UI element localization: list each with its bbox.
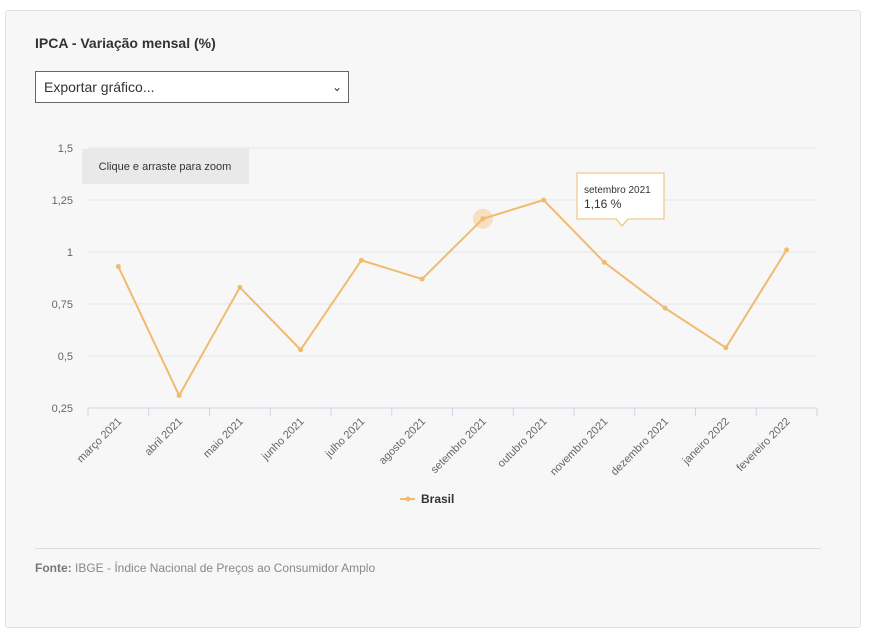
chevron-down-icon: ⌄	[331, 80, 342, 94]
data-point	[662, 305, 668, 311]
x-tick-label: junho 2021	[259, 416, 307, 464]
data-point	[601, 259, 607, 265]
x-tick-label: novembro 2021	[548, 416, 611, 479]
zoom-hint-text: Clique e arraste para zoom	[99, 161, 232, 173]
grid-lines	[88, 147, 817, 357]
tooltip: setembro 2021 1,16 %	[576, 172, 665, 227]
x-tick-label: maio 2021	[201, 416, 246, 461]
y-tick-label: 0,75	[52, 299, 73, 311]
x-tick-label: fevereiro 2022	[735, 416, 793, 474]
footer-divider	[35, 548, 821, 549]
y-tick-label: 1,5	[58, 143, 73, 155]
x-tick-label: outubro 2021	[495, 416, 549, 470]
data-point	[176, 393, 182, 399]
data-point	[723, 345, 729, 351]
x-tick-label: janeiro 2022	[680, 416, 732, 468]
data-point	[419, 276, 425, 282]
data-point	[358, 257, 364, 263]
source-text: IBGE - Índice Nacional de Preços ao Cons…	[75, 561, 376, 575]
chart-title: IPCA - Variação mensal (%)	[35, 35, 216, 51]
data-point	[298, 347, 304, 353]
source-label: Fonte:	[35, 561, 72, 575]
y-axis-ticks: 0,25 0,5 0,75 1 1,25 1,5	[52, 143, 73, 415]
chart-card	[5, 10, 861, 628]
tooltip-value: 1,16 %	[584, 197, 622, 211]
data-point	[784, 247, 790, 253]
series-brasil	[115, 197, 790, 399]
x-tick-label: julho 2021	[322, 416, 367, 461]
y-tick-label: 0,25	[52, 403, 73, 415]
legend[interactable]: Brasil	[400, 492, 454, 506]
line-chart[interactable]: 0,25 0,5 0,75 1 1,25 1,5 março 2021 abril 2021…	[0, 0, 871, 540]
tooltip-label: setembro 2021	[584, 185, 651, 196]
data-point	[541, 197, 547, 203]
x-tick-label: agosto 2021	[377, 416, 428, 467]
export-select-value: Exportar gráfico...	[44, 79, 155, 95]
export-select[interactable]: Exportar gráfico... ⌄	[35, 71, 349, 103]
x-tick-label: dezembro 2021	[609, 416, 672, 479]
source-note: Fonte: IBGE - Índice Nacional de Preços …	[35, 561, 375, 575]
x-tick-label: março 2021	[75, 416, 125, 466]
data-point	[480, 216, 486, 222]
x-tick-label: abril 2021	[143, 416, 186, 459]
x-axis: março 2021 abril 2021 maio 2021 junho 2021 j…	[75, 407, 818, 479]
y-tick-label: 1,25	[52, 195, 73, 207]
series-line	[117, 198, 788, 398]
legend-item-brasil: Brasil	[421, 492, 454, 506]
y-tick-label: 1	[67, 247, 73, 259]
legend-marker-icon	[405, 496, 411, 502]
zoom-hint: Clique e arraste para zoom	[82, 149, 249, 184]
data-point	[237, 284, 243, 290]
y-tick-label: 0,5	[58, 351, 73, 363]
x-tick-label: setembro 2021	[429, 416, 489, 476]
data-point	[115, 264, 121, 270]
